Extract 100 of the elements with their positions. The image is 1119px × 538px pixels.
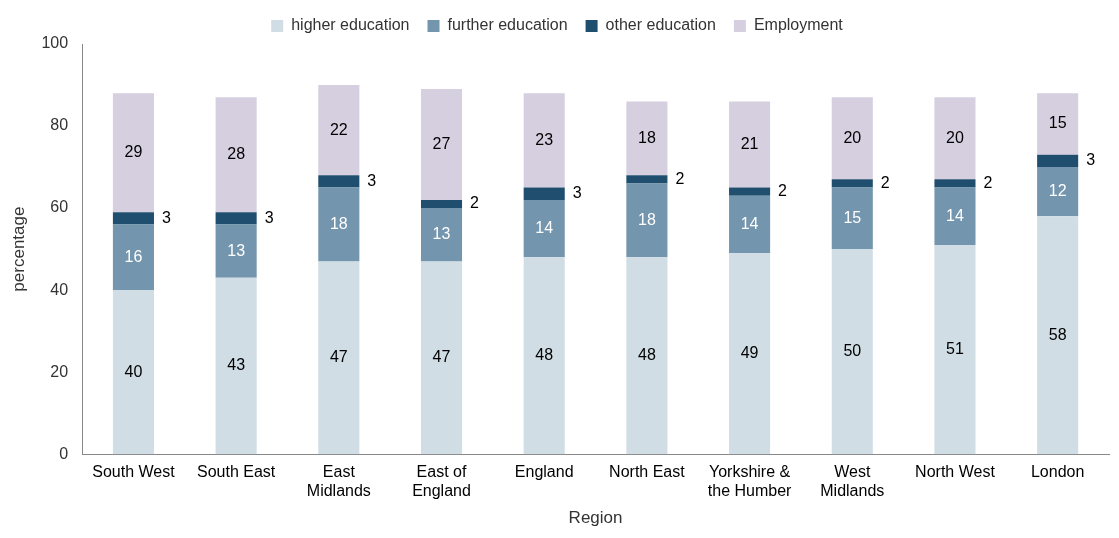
bar (729, 253, 771, 455)
data-label: 3 (161, 208, 171, 226)
legend-label: Employment (753, 16, 844, 34)
data-label: 18 (637, 128, 656, 146)
data-label: 16 (124, 247, 143, 265)
data-label: 3 (572, 184, 582, 202)
x-tick-label: West Midlands (820, 463, 885, 500)
data-label: 15 (843, 208, 862, 226)
data-label: 14 (535, 219, 554, 236)
bar (215, 97, 257, 213)
data-label: 2 (880, 173, 890, 191)
bar (523, 199, 565, 258)
bar (831, 249, 873, 455)
y-tick-label: 80 (50, 116, 69, 134)
data-label: 51 (946, 340, 964, 358)
x-tick-label: England (514, 463, 574, 481)
bar (831, 179, 873, 188)
x-tick-label: North West (915, 463, 996, 481)
bar (934, 245, 976, 455)
data-label: 43 (227, 356, 246, 374)
y-tick-label: 100 (41, 34, 69, 52)
data-label: 18 (637, 210, 656, 228)
bar (420, 261, 463, 455)
x-tick-label: North East (609, 463, 686, 481)
bar (420, 199, 463, 209)
bar (112, 224, 154, 291)
data-label: 2 (675, 169, 685, 187)
data-label: 21 (740, 134, 759, 152)
x-tick-label: London (1030, 463, 1085, 481)
data-label: 13 (227, 241, 246, 259)
bar (626, 175, 668, 184)
data-label: 14 (740, 214, 759, 232)
data-label: 47 (329, 348, 348, 366)
bar (318, 187, 360, 262)
x-tick-label: East Midlands (306, 463, 371, 500)
data-label: 3 (1086, 151, 1096, 169)
bar (523, 257, 565, 455)
bar (112, 212, 154, 225)
data-label: 2 (470, 194, 480, 212)
bar (626, 101, 668, 176)
x-tick-label: East of England (412, 463, 471, 500)
bar (318, 85, 360, 176)
x-axis-title: Region (568, 508, 623, 528)
bar (112, 93, 154, 213)
bar (215, 277, 257, 455)
bar (318, 261, 360, 455)
bar (420, 208, 463, 262)
data-label: 47 (432, 348, 451, 366)
bar (934, 187, 976, 245)
y-tick-label: 40 (50, 280, 69, 298)
data-label: 13 (432, 225, 451, 243)
data-label: 15 (1048, 114, 1067, 132)
bar (729, 187, 771, 196)
data-label: 18 (329, 214, 348, 232)
data-label: 20 (946, 128, 964, 146)
x-tick-label: South West (92, 463, 176, 481)
bar (215, 224, 257, 278)
bar (831, 187, 873, 250)
bar (420, 89, 463, 200)
x-tick-label: South East (196, 463, 276, 481)
bar (626, 183, 668, 258)
bar (729, 101, 771, 188)
data-label: 48 (637, 346, 656, 364)
y-tick-label: 20 (50, 362, 69, 380)
bar (523, 187, 565, 200)
data-label: 2 (983, 173, 993, 191)
bar (934, 97, 976, 180)
data-label: 3 (264, 208, 274, 226)
data-label: 3 (367, 171, 377, 189)
y-tick-label: 0 (59, 444, 69, 462)
bar (626, 257, 668, 455)
data-label: 40 (124, 362, 143, 380)
data-label: 58 (1048, 325, 1067, 343)
y-tick-label: 60 (50, 198, 69, 216)
bar (1037, 167, 1079, 217)
data-label: 50 (843, 342, 862, 360)
data-label: 12 (1048, 182, 1067, 200)
legend-label: further education (447, 16, 568, 34)
bar (112, 290, 154, 455)
data-label: 29 (124, 143, 143, 161)
bar (318, 175, 360, 188)
bar (1037, 93, 1079, 155)
data-label: 49 (740, 344, 759, 362)
legend-label: higher education (291, 16, 410, 34)
data-label: 48 (535, 346, 554, 364)
bar (729, 195, 771, 254)
data-label: 23 (535, 130, 554, 148)
x-tick-label: Yorkshire & the Humber (707, 463, 793, 500)
bar (215, 212, 257, 225)
bar (1037, 216, 1079, 455)
bar (831, 97, 873, 180)
bar (1037, 154, 1079, 168)
data-label: 2 (778, 182, 788, 200)
bar (934, 179, 976, 188)
y-axis-title: percentage (8, 206, 28, 292)
data-label: 28 (227, 145, 246, 163)
data-label: 22 (329, 120, 348, 138)
data-label: 14 (946, 206, 964, 224)
bar (523, 93, 565, 188)
data-label: 27 (432, 134, 451, 152)
